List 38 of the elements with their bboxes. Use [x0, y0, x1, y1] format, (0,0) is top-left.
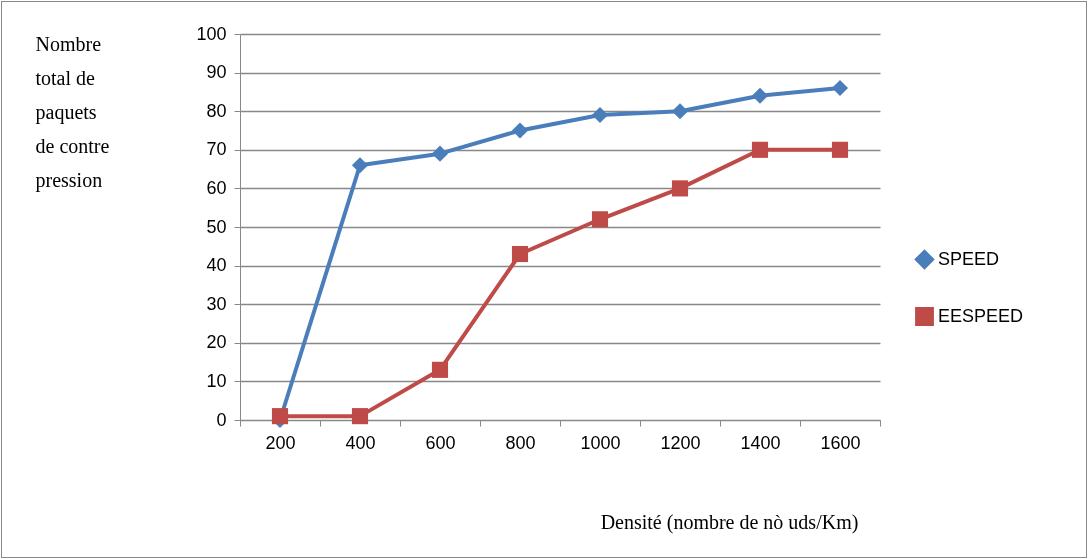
point: [431, 145, 449, 162]
x-tick-label: 200: [265, 432, 296, 453]
point: [351, 408, 369, 425]
x-tick-label: 1600: [820, 432, 861, 453]
y-tick-label: 50: [206, 216, 227, 237]
point: [511, 245, 529, 263]
y-tick-label: 70: [206, 139, 227, 160]
y-tick-label: 40: [206, 255, 227, 276]
point: [271, 408, 289, 425]
y-tick-label: 90: [206, 62, 227, 83]
point: [591, 107, 609, 124]
point: [831, 141, 849, 158]
y-tick-label: 10: [206, 370, 227, 391]
legend-label: SPEED: [938, 248, 1000, 269]
point: [351, 157, 369, 174]
y-tick-label: 100: [196, 23, 227, 44]
x-tick-label: 400: [345, 432, 376, 453]
point: [431, 361, 449, 378]
point: [831, 79, 849, 97]
y-tick-label: 60: [206, 177, 227, 198]
x-tick-label: 1400: [740, 432, 781, 453]
legend-label: EESPEED: [938, 305, 1024, 326]
x-tick-label: 800: [505, 432, 536, 453]
point: [671, 103, 689, 120]
point: [591, 211, 609, 228]
x-tick-label: 600: [425, 432, 456, 453]
y-tick-label: 80: [206, 100, 227, 121]
point: [511, 122, 529, 139]
point: [751, 87, 769, 104]
x-axis-title: Densité (nombre de nò uds/Km): [600, 510, 859, 534]
y-tick-label: 0: [216, 409, 227, 430]
x-tick-label: 1200: [660, 432, 701, 453]
y-axis-title: Nombre total de paquets de contre pression: [35, 32, 110, 192]
point: [671, 180, 689, 197]
x-tick-label: 1000: [580, 432, 621, 453]
y-tick-label: 20: [206, 332, 227, 353]
point: [751, 141, 769, 158]
y-tick-label: 30: [206, 293, 227, 314]
